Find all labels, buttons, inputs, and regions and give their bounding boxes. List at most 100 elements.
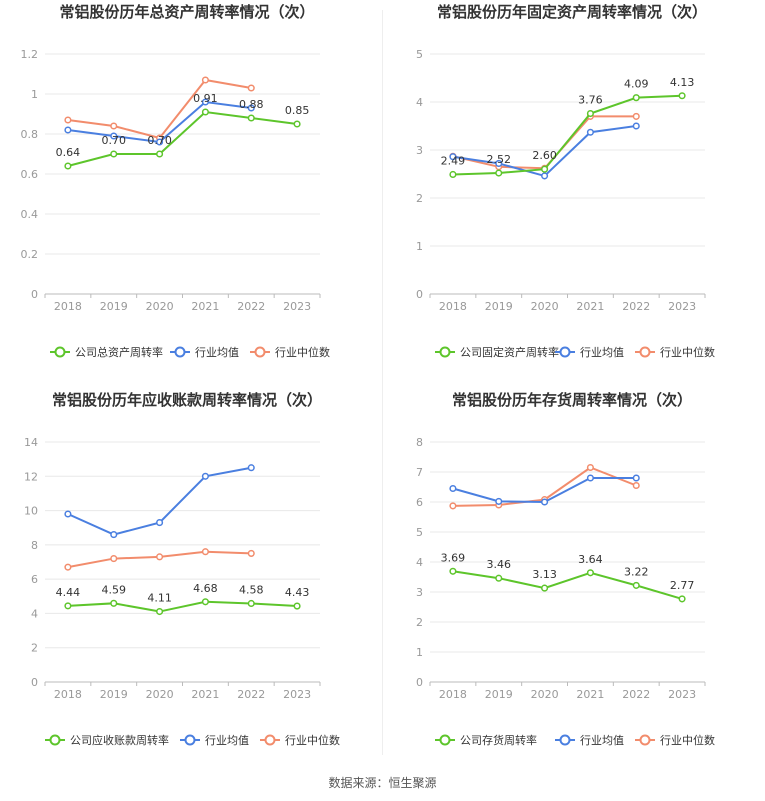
- legend-item-company[interactable]: 公司固定资产周转率: [435, 345, 559, 359]
- y-tick-label: 2: [416, 192, 423, 205]
- y-tick-label: 4: [416, 556, 423, 569]
- y-tick-label: 2: [416, 616, 423, 629]
- y-tick-label: 1: [416, 646, 423, 659]
- chart-svg: 常铝股份历年应收账款周转率情况（次） 0 2 4 6 8 10 12 14 2018 2019 202…: [24, 391, 340, 747]
- x-tick-label: 2021: [576, 688, 604, 701]
- data-point-median: [632, 481, 640, 490]
- data-point-avg: [632, 122, 640, 130]
- data-point-company: [110, 150, 118, 158]
- x-tick-label: 2022: [622, 300, 650, 313]
- data-point-avg: [247, 464, 255, 472]
- data-point-company: [110, 599, 118, 607]
- data-label: 4.44: [56, 586, 81, 599]
- data-point-median: [201, 548, 209, 556]
- data-label: 4.09: [624, 78, 649, 91]
- data-label: 0.91: [193, 92, 218, 105]
- chart-panel-receivables: 常铝股份历年应收账款周转率情况（次） 0 2 4 6 8 10 12 14 2018 2019 202…: [0, 388, 380, 777]
- series-line-company: [67, 600, 298, 613]
- y-tick-label: 1: [416, 240, 423, 253]
- chart-title: 常铝股份历年固定资产周转率情况（次）: [437, 3, 707, 21]
- data-point-median: [64, 116, 72, 124]
- data-point-company: [156, 150, 164, 158]
- data-point-company: [201, 598, 209, 606]
- data-label: 4.43: [285, 586, 310, 599]
- data-point-median: [632, 112, 640, 120]
- x-tick-label: 2018: [439, 300, 467, 313]
- data-point-avg: [156, 519, 164, 527]
- legend-marker: [559, 346, 571, 358]
- chart-svg: 常铝股份历年总资产周转率情况（次） 0 0.2 0.4 0.6 0.8 1 1.2 2018 20…: [21, 3, 331, 359]
- series-line-median: [67, 78, 252, 140]
- data-point-avg: [247, 104, 255, 112]
- y-tick-label: 0: [31, 288, 38, 301]
- legend-item-company[interactable]: 公司总资产周转率: [50, 345, 163, 359]
- x-tick-label: 2020: [146, 300, 174, 313]
- legend-marker: [184, 734, 196, 746]
- series-line-company: [452, 570, 683, 600]
- chart-panel-total-assets: 常铝股份历年总资产周转率情况（次） 0 0.2 0.4 0.6 0.8 1 1.2 2018 20…: [0, 0, 380, 389]
- legend-item-median[interactable]: 行业中位数: [260, 733, 340, 747]
- y-tick-label: 1: [31, 88, 38, 101]
- y-tick-label: 12: [24, 470, 38, 483]
- y-tick-label: 0.4: [21, 208, 39, 221]
- chart-title: 常铝股份历年总资产周转率情况（次）: [59, 3, 314, 21]
- data-point-company: [586, 569, 594, 577]
- data-point-median: [64, 563, 72, 571]
- legend-item-avg[interactable]: 行业均值: [180, 734, 249, 747]
- data-label: 0.85: [285, 104, 310, 117]
- legend-label: 行业均值: [580, 734, 624, 747]
- legend-item-median[interactable]: 行业中位数: [635, 345, 715, 359]
- legend-item-avg[interactable]: 行业均值: [170, 346, 239, 359]
- legend-marker: [439, 346, 451, 358]
- y-tick-label: 3: [416, 586, 423, 599]
- x-tick-label: 2020: [531, 688, 559, 701]
- x-tick-label: 2019: [485, 688, 513, 701]
- y-tick-label: 1.2: [21, 48, 39, 61]
- data-label: 3.22: [624, 565, 649, 578]
- legend-item-median[interactable]: 行业中位数: [250, 345, 330, 359]
- legend-label: 行业均值: [205, 734, 249, 747]
- legend-item-avg[interactable]: 行业均值: [555, 346, 624, 359]
- data-point-avg: [201, 98, 209, 106]
- y-tick-label: 0.8: [21, 128, 39, 141]
- data-point-median: [449, 502, 457, 510]
- legend-item-median[interactable]: 行业中位数: [635, 733, 715, 747]
- x-tick-label: 2020: [146, 688, 174, 701]
- legend-item-company[interactable]: 公司应收账款周转率: [45, 733, 169, 747]
- legend-item-company[interactable]: 公司存货周转率: [435, 733, 537, 747]
- data-label: 4.58: [239, 583, 264, 596]
- data-point-median: [586, 463, 594, 472]
- x-tick-label: 2023: [283, 300, 311, 313]
- data-label: 2.52: [487, 153, 512, 166]
- y-tick-label: 2: [31, 642, 38, 655]
- x-tick-label: 2023: [668, 688, 696, 701]
- data-point-company: [156, 607, 164, 616]
- data-point-company: [201, 108, 209, 116]
- data-point-company: [64, 602, 72, 610]
- data-label: 3.76: [578, 94, 603, 107]
- data-point-company: [247, 114, 255, 122]
- panel-divider: [382, 10, 383, 755]
- series-line-company: [67, 110, 298, 167]
- data-point-company: [293, 602, 301, 610]
- chart-panel-fixed-assets: 常铝股份历年固定资产周转率情况（次） 0 1 2 3 4 5 2018 2019 2020 2021…: [385, 0, 765, 389]
- y-tick-label: 0: [31, 676, 38, 689]
- x-tick-label: 2019: [100, 688, 128, 701]
- x-tick-label: 2021: [191, 688, 219, 701]
- legend-label: 行业均值: [195, 346, 239, 359]
- y-tick-label: 10: [24, 505, 38, 518]
- legend-marker: [264, 734, 276, 746]
- x-tick-label: 2022: [622, 688, 650, 701]
- x-tick-label: 2023: [668, 300, 696, 313]
- data-point-avg: [586, 128, 594, 136]
- data-point-median: [201, 76, 209, 84]
- legend-marker: [54, 346, 66, 358]
- y-tick-label: 8: [416, 436, 423, 449]
- data-point-company: [678, 92, 686, 100]
- legend-label: 行业中位数: [285, 733, 340, 747]
- legend-label: 行业中位数: [275, 345, 330, 359]
- y-tick-label: 4: [31, 607, 38, 620]
- data-point-avg: [541, 498, 549, 506]
- legend-item-avg[interactable]: 行业均值: [555, 734, 624, 747]
- x-tick-label: 2018: [54, 688, 82, 701]
